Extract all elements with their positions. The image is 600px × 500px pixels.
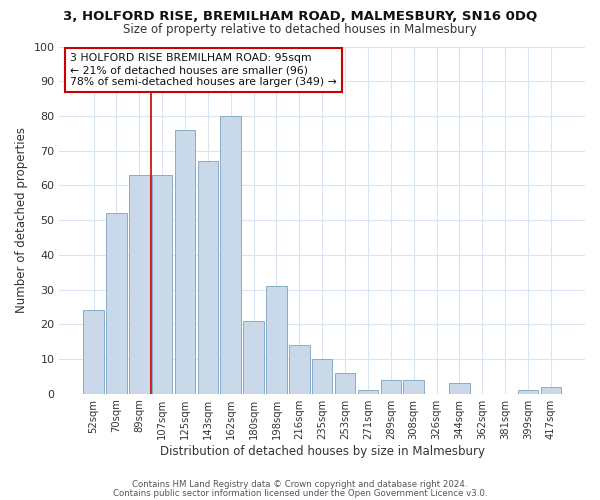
- Bar: [244, 321, 264, 394]
- Bar: [129, 175, 149, 394]
- Bar: [289, 345, 310, 394]
- Bar: [152, 175, 172, 394]
- Bar: [312, 359, 332, 394]
- Bar: [266, 286, 287, 394]
- Bar: [380, 380, 401, 394]
- Bar: [83, 310, 104, 394]
- Text: Size of property relative to detached houses in Malmesbury: Size of property relative to detached ho…: [123, 22, 477, 36]
- Bar: [403, 380, 424, 394]
- Bar: [175, 130, 196, 394]
- Bar: [220, 116, 241, 394]
- Text: Contains HM Land Registry data © Crown copyright and database right 2024.: Contains HM Land Registry data © Crown c…: [132, 480, 468, 489]
- Bar: [518, 390, 538, 394]
- Bar: [197, 161, 218, 394]
- Y-axis label: Number of detached properties: Number of detached properties: [15, 127, 28, 313]
- Bar: [541, 387, 561, 394]
- Text: 3, HOLFORD RISE, BREMILHAM ROAD, MALMESBURY, SN16 0DQ: 3, HOLFORD RISE, BREMILHAM ROAD, MALMESB…: [63, 10, 537, 23]
- Bar: [358, 390, 378, 394]
- Text: 3 HOLFORD RISE BREMILHAM ROAD: 95sqm
← 21% of detached houses are smaller (96)
7: 3 HOLFORD RISE BREMILHAM ROAD: 95sqm ← 2…: [70, 54, 337, 86]
- Text: Contains public sector information licensed under the Open Government Licence v3: Contains public sector information licen…: [113, 488, 487, 498]
- Bar: [106, 213, 127, 394]
- Bar: [449, 384, 470, 394]
- X-axis label: Distribution of detached houses by size in Malmesbury: Distribution of detached houses by size …: [160, 444, 485, 458]
- Bar: [335, 373, 355, 394]
